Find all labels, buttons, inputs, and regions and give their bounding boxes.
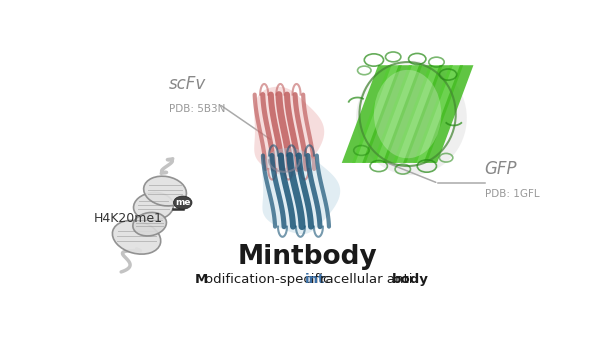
Text: GFP: GFP	[485, 160, 517, 178]
Ellipse shape	[359, 62, 456, 166]
Text: Mintbody: Mintbody	[238, 243, 377, 269]
Polygon shape	[373, 65, 422, 163]
Polygon shape	[262, 148, 340, 234]
Text: scFv: scFv	[169, 75, 206, 93]
Polygon shape	[393, 65, 443, 163]
Ellipse shape	[173, 196, 192, 209]
Text: body: body	[392, 273, 428, 286]
Text: M: M	[195, 273, 208, 286]
Text: racellular anti: racellular anti	[320, 273, 413, 286]
Text: int: int	[305, 273, 325, 286]
Polygon shape	[383, 65, 433, 163]
Ellipse shape	[374, 70, 441, 158]
Polygon shape	[352, 65, 402, 163]
Ellipse shape	[356, 61, 467, 175]
Polygon shape	[403, 65, 453, 163]
Ellipse shape	[133, 212, 166, 236]
Polygon shape	[413, 65, 463, 163]
Text: H4K20me1: H4K20me1	[94, 211, 163, 224]
Polygon shape	[362, 65, 412, 163]
Ellipse shape	[143, 176, 187, 206]
Text: me: me	[175, 198, 191, 207]
Text: PDB: 1GFL: PDB: 1GFL	[485, 189, 539, 199]
Polygon shape	[342, 65, 392, 163]
Polygon shape	[254, 87, 324, 177]
Ellipse shape	[112, 220, 161, 254]
Text: PDB: 5B3N: PDB: 5B3N	[169, 104, 225, 114]
Text: odification-specific: odification-specific	[205, 273, 335, 286]
Polygon shape	[424, 65, 473, 163]
Ellipse shape	[134, 193, 173, 220]
